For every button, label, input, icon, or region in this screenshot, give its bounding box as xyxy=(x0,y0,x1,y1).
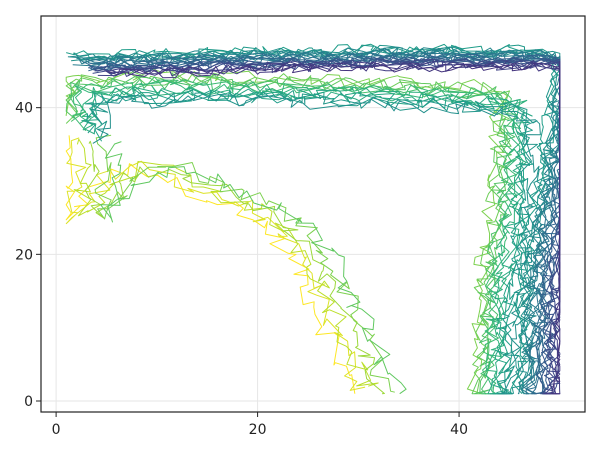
contour-line xyxy=(85,140,385,395)
y-tick-label: 20 xyxy=(15,247,33,263)
contour-line xyxy=(100,141,407,395)
contour-line xyxy=(98,58,561,395)
contour-line xyxy=(81,87,533,395)
contour-line xyxy=(69,46,561,394)
contour-lines xyxy=(65,43,561,395)
contour-line xyxy=(90,92,538,395)
contour-line xyxy=(92,58,561,395)
contour-line xyxy=(74,79,521,395)
axes: 0 20 40 0 20 40 xyxy=(15,15,586,438)
contour-line xyxy=(73,44,561,394)
contour-line xyxy=(65,137,366,391)
contour-line xyxy=(86,89,534,395)
plot-frame xyxy=(40,15,586,413)
x-tick-label: 40 xyxy=(450,422,468,438)
y-tick-label: 40 xyxy=(15,101,33,117)
contour-line xyxy=(68,76,519,395)
x-tick-label: 0 xyxy=(52,422,61,438)
contour-line xyxy=(65,68,508,395)
contour-line xyxy=(72,79,522,395)
contour-line xyxy=(97,60,561,395)
contour-line xyxy=(79,83,528,395)
contour-line xyxy=(71,46,560,395)
contour-line xyxy=(79,51,561,395)
contour-line xyxy=(83,86,527,395)
y-tick-label: 0 xyxy=(24,394,33,410)
contour-line xyxy=(84,88,530,395)
contour-line xyxy=(65,70,510,395)
contour-line xyxy=(109,60,561,395)
contour-line xyxy=(92,93,541,395)
contour-line xyxy=(108,62,561,395)
contour-line xyxy=(94,134,395,393)
x-tick-label: 20 xyxy=(249,422,267,438)
contour-line xyxy=(65,135,356,394)
contour-line xyxy=(73,138,379,387)
contour-line xyxy=(65,72,512,395)
